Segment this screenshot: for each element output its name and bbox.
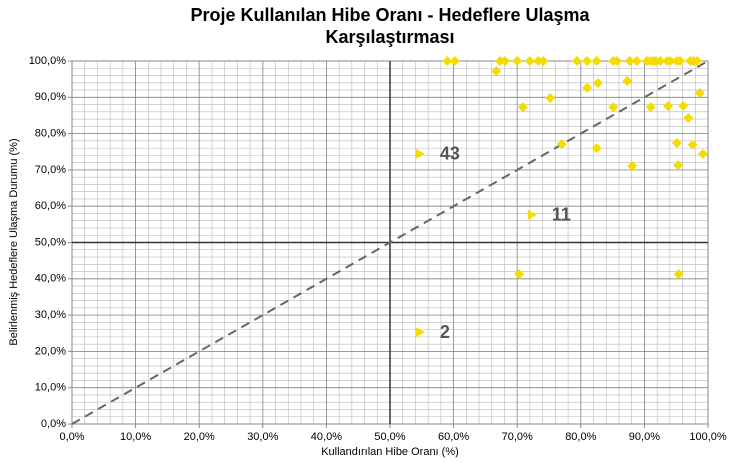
point	[624, 56, 635, 66]
y-tick-label: 30,0%	[35, 309, 66, 321]
y-tick-label: 40,0%	[35, 273, 66, 285]
point	[591, 56, 602, 66]
annotation-marker	[415, 327, 425, 338]
x-axis-title: Kullandırılan Hibe Oranı (%)	[321, 446, 459, 458]
point	[673, 160, 684, 171]
point	[500, 56, 511, 66]
annotation: 43	[440, 144, 460, 164]
point	[692, 56, 703, 66]
x-tick-label: 100,0%	[689, 431, 727, 443]
point	[556, 139, 567, 150]
point	[514, 269, 525, 280]
point	[571, 56, 582, 66]
point	[545, 93, 556, 104]
annotation-marker	[415, 148, 425, 159]
point	[533, 56, 544, 66]
point	[678, 101, 689, 112]
point	[697, 148, 708, 159]
chart-title: Proje Kullanılan Hibe Oranı - Hedeflere …	[190, 5, 590, 25]
chart-title: Karşılaştırması	[325, 27, 454, 47]
x-tick-label: 90,0%	[629, 431, 660, 443]
point	[591, 143, 602, 154]
point	[665, 56, 676, 66]
y-tick-label: 90,0%	[35, 91, 66, 103]
point	[495, 56, 506, 66]
x-tick-label: 80,0%	[565, 431, 596, 443]
point	[449, 56, 460, 66]
y-tick-label: 80,0%	[35, 128, 66, 140]
annotation: 11	[552, 205, 571, 225]
y-tick-label: 10,0%	[35, 382, 66, 394]
x-tick-label: 30,0%	[247, 431, 278, 443]
point	[622, 75, 633, 86]
annotation-marker	[527, 209, 537, 220]
point	[592, 78, 603, 89]
y-tick-label: 70,0%	[35, 164, 66, 176]
point	[645, 102, 656, 113]
point	[491, 66, 502, 77]
x-tick-label: 40,0%	[311, 431, 342, 443]
x-tick-label: 20,0%	[184, 431, 215, 443]
y-tick-label: 60,0%	[35, 200, 66, 212]
point	[608, 102, 619, 113]
point	[675, 56, 686, 66]
point	[524, 56, 535, 66]
point	[662, 101, 673, 112]
x-tick-label: 10,0%	[120, 431, 151, 443]
point	[671, 138, 682, 149]
x-tick-label: 50,0%	[374, 431, 405, 443]
point	[582, 82, 593, 93]
point	[694, 87, 705, 98]
point	[683, 112, 694, 123]
point	[655, 56, 666, 66]
x-tick-label: 60,0%	[438, 431, 469, 443]
y-tick-label: 0,0%	[41, 418, 66, 430]
diagonal-line	[71, 60, 709, 425]
x-tick-label: 70,0%	[502, 431, 533, 443]
point	[517, 102, 528, 113]
point	[582, 56, 593, 66]
point	[612, 56, 623, 66]
x-tick-label: 0,0%	[59, 431, 84, 443]
point	[627, 160, 638, 171]
point	[631, 56, 642, 66]
point	[442, 56, 453, 66]
point	[538, 56, 549, 66]
annotation: 2	[440, 322, 450, 342]
y-tick-label: 50,0%	[35, 236, 66, 248]
y-axis-title: Belirlenmiş Hedeflere Ulaşma Durumu (%)	[8, 138, 20, 345]
y-tick-label: 100,0%	[29, 55, 67, 67]
point	[673, 269, 684, 280]
point	[512, 56, 523, 66]
point	[687, 139, 698, 150]
y-tick-label: 20,0%	[35, 345, 66, 357]
